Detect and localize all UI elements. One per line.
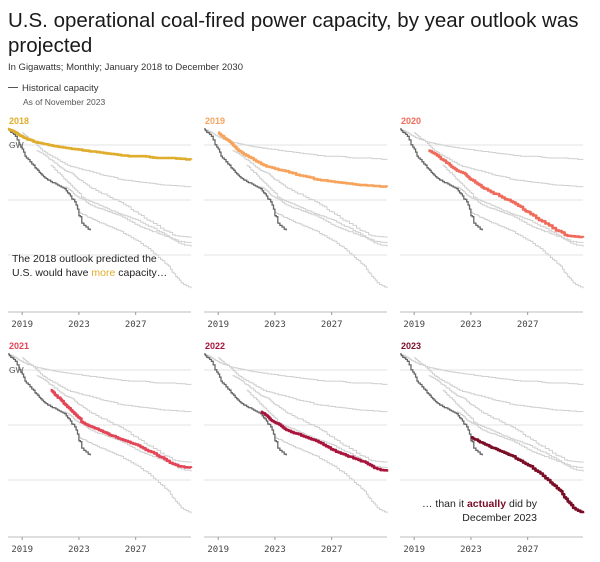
panel-2020: 2020 2019 2023 2027 <box>400 116 585 330</box>
x-tick-label: 2023 <box>68 320 90 330</box>
x-tick-label: 2019 <box>11 320 33 330</box>
context-line-2022 <box>456 411 584 472</box>
context-line-2020 <box>232 150 388 238</box>
y-unit-label: GW <box>9 365 24 375</box>
context-line-2023 <box>78 436 192 514</box>
outlook-line-2018 <box>7 127 193 161</box>
context-line-2022 <box>64 186 192 247</box>
context-line-2020 <box>232 375 388 463</box>
annotation-right-highlight: actually <box>467 498 506 510</box>
context-line-2020 <box>36 375 192 463</box>
panel-year-label: 2022 <box>205 341 225 351</box>
panel-year-label: 2023 <box>401 341 421 351</box>
context-line-2022 <box>260 186 388 247</box>
context-line-2020 <box>36 150 192 238</box>
context-line-2019 <box>414 357 584 413</box>
panel-2018: 2018 GW 2019 2023 2027 <box>7 116 193 330</box>
x-tick-label: 2027 <box>517 320 539 330</box>
panel-year-label: 2020 <box>401 116 421 126</box>
context-line-2021 <box>246 389 388 468</box>
chart-title: U.S. operational coal-fired power capaci… <box>8 9 579 57</box>
x-tick-label: 2027 <box>321 545 343 555</box>
outlook-line-2022 <box>260 410 389 472</box>
historical-line <box>204 353 287 456</box>
panel-2023: 2023 2019 2023 2027 <box>400 341 585 555</box>
context-line-2022 <box>456 186 584 247</box>
annotation-left-line2: U.S. would have more capacity… <box>12 267 167 279</box>
annotation-right-line2: December 2023 <box>462 512 537 524</box>
context-line-2020 <box>428 375 584 463</box>
context-line-2023 <box>78 211 192 289</box>
x-tick-label: 2019 <box>403 545 425 555</box>
annotation-left-text-end: capacity… <box>115 267 167 279</box>
x-tick-label: 2027 <box>125 545 147 555</box>
context-line-2023 <box>274 436 388 514</box>
annotation-left-highlight: more <box>91 267 115 279</box>
x-tick-label: 2027 <box>321 320 343 330</box>
annotation-right-line1: … than it actually did by <box>422 498 538 510</box>
outlook-line-2020 <box>428 149 585 239</box>
context-line-2018 <box>204 128 388 160</box>
context-line-2021 <box>442 164 584 243</box>
y-unit-label: GW <box>9 140 24 150</box>
x-tick-label: 2019 <box>11 545 33 555</box>
panel-2022: 2022 2019 2023 2027 <box>204 341 389 555</box>
context-line-2021 <box>50 164 192 243</box>
context-line-2018 <box>8 353 192 385</box>
annotation-left-text: U.S. would have <box>12 267 91 279</box>
chart-subtitle: In Gigawatts; Monthly; January 2018 to D… <box>8 62 243 73</box>
x-tick-label: 2027 <box>517 545 539 555</box>
panel-2021: 2021 GW 2019 2023 2027 <box>8 341 193 555</box>
context-line-2019 <box>414 132 584 188</box>
outlook-line-2023 <box>470 436 585 514</box>
outlook-line-2021 <box>50 388 193 469</box>
annotation-right-text: … than it <box>422 498 467 510</box>
x-tick-label: 2023 <box>460 320 482 330</box>
context-line-2018 <box>400 353 584 385</box>
annotation-left-line1: The 2018 outlook predicted the <box>12 253 157 265</box>
historical-line <box>8 353 91 456</box>
x-tick-label: 2019 <box>207 320 229 330</box>
context-line-2023 <box>470 211 584 289</box>
x-tick-label: 2023 <box>460 545 482 555</box>
x-tick-label: 2019 <box>207 545 229 555</box>
legend-label: Historical capacity <box>22 83 99 94</box>
panel-year-label: 2019 <box>205 116 225 126</box>
legend: Historical capacity <box>8 83 99 94</box>
context-line-2023 <box>274 211 388 289</box>
panel-year-label: 2018 <box>9 116 29 126</box>
historical-line <box>204 128 287 231</box>
historical-line <box>8 128 91 231</box>
panel-2019: 2019 2019 2023 2027 <box>204 116 389 330</box>
panel-year-label: 2021 <box>9 341 29 351</box>
legend-note: As of November 2023 <box>23 97 106 107</box>
context-line-2018 <box>400 128 584 160</box>
context-line-2019 <box>218 357 388 413</box>
context-line-2021 <box>246 164 388 243</box>
historical-line <box>400 128 483 231</box>
x-tick-label: 2027 <box>125 320 147 330</box>
outlook-line-2019 <box>217 131 389 188</box>
x-tick-label: 2023 <box>264 320 286 330</box>
legend-line-swatch <box>8 86 18 88</box>
x-tick-label: 2023 <box>264 545 286 555</box>
context-line-2018 <box>204 353 388 385</box>
historical-line <box>400 353 483 456</box>
annotation-right-text-end: did by <box>506 498 538 510</box>
context-line-2019 <box>22 357 192 413</box>
x-tick-label: 2023 <box>68 545 90 555</box>
x-tick-label: 2019 <box>403 320 425 330</box>
context-line-2021 <box>442 389 584 468</box>
